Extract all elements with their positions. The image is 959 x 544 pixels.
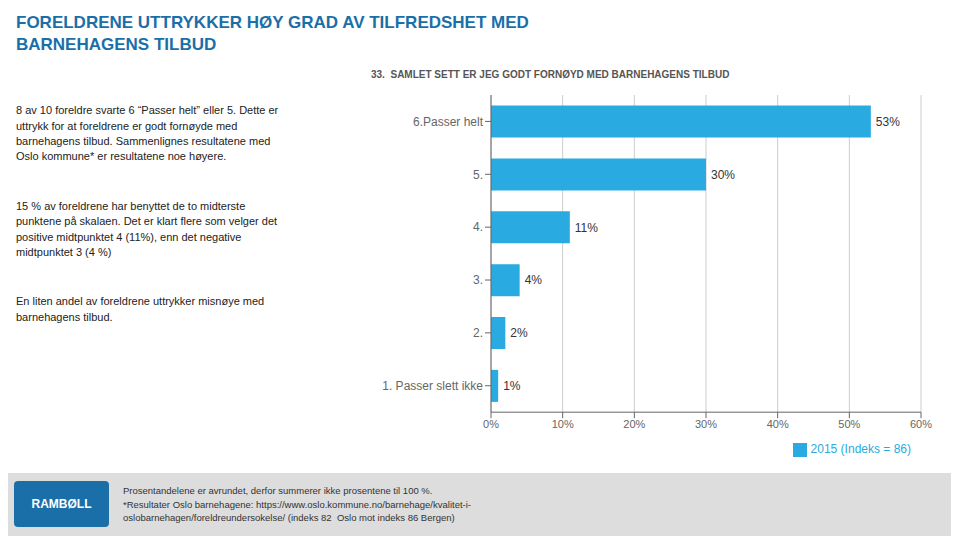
- html-text:8 av 10 foreldre svarte 6 “Pas: 8 av 10 foreldre svarte 6 “Passer helt” …: [16, 104, 279, 163]
- html-text:En liten andel av foreldrene u: En liten andel av foreldrene uttrykker m…: [16, 295, 265, 323]
- svg-text:0%: 0%: [483, 418, 499, 430]
- svg-text:30%: 30%: [695, 418, 717, 430]
- svg-text:1. Passer slett ikke: 1. Passer slett ikke: [382, 379, 483, 393]
- html-text:FORELDRENE UTTRYKKER HØY GRAD: FORELDRENE UTTRYKKER HØY GRAD AV TILFRED…: [16, 13, 529, 55]
- svg-text:5.: 5.: [473, 168, 483, 182]
- svg-text:4%: 4%: [525, 274, 543, 288]
- svg-text:20%: 20%: [623, 418, 645, 430]
- svg-text:30%: 30%: [711, 168, 735, 182]
- svg-text:40%: 40%: [767, 418, 789, 430]
- html-text:2015 (Indeks = 86): 2015 (Indeks = 86): [810, 442, 911, 457]
- svg-text:2%: 2%: [510, 327, 528, 341]
- html-text:15 % av foreldrene har benytte: 15 % av foreldrene har benyttet de to mi…: [16, 199, 278, 258]
- svg-text:1%: 1%: [503, 379, 521, 393]
- svg-text:6.Passer helt: 6.Passer helt: [413, 115, 484, 129]
- html-text:RAMBØLL: RAMBØLL: [31, 497, 92, 512]
- svg-text:2.: 2.: [473, 326, 483, 340]
- svg-text:3.: 3.: [473, 274, 483, 288]
- svg-text:50%: 50%: [838, 418, 860, 430]
- html-text:33. SAMLET SETT ER JEG GODT FO: 33. SAMLET SETT ER JEG GODT FORNØYD MED …: [371, 69, 730, 81]
- svg-text:11%: 11%: [575, 221, 598, 235]
- html-text:Prosentandelene er avrundet, d: Prosentandelene er avrundet, derfor summ…: [123, 484, 471, 524]
- svg-text:60%: 60%: [910, 418, 932, 430]
- svg-text:10%: 10%: [552, 418, 574, 430]
- svg-text:53%: 53%: [876, 115, 900, 129]
- svg-text:4.: 4.: [473, 221, 483, 235]
